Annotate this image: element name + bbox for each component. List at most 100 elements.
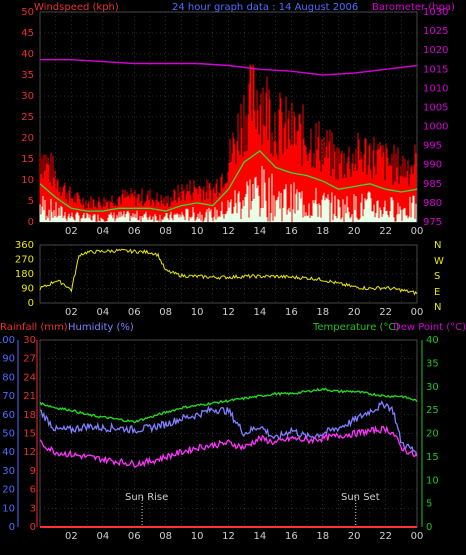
y-tick-rain: 6 [30, 485, 36, 496]
x-tick-label: 04 [96, 226, 109, 237]
y-tick-wind: 30 [21, 91, 34, 102]
x-tick-label: 04 [96, 531, 109, 542]
x-tick-label: 16 [285, 531, 298, 542]
y-tick-humidity: 70 [2, 391, 15, 402]
y2-tick-baro: 985 [423, 179, 442, 190]
y-tick-direction: 180 [15, 269, 34, 280]
x-tick-label: 22 [379, 531, 392, 542]
x-tick-label: 10 [191, 307, 204, 318]
y2-tick-baro: 1005 [423, 102, 448, 113]
y-tick-humidity: 40 [2, 447, 15, 458]
y-tick-wind: 50 [21, 7, 34, 18]
y2-tick-baro: 995 [423, 141, 442, 152]
y-tick-wind: 10 [21, 175, 34, 186]
x-tick-label: 14 [254, 307, 267, 318]
x-tick-label: 14 [254, 226, 267, 237]
y-tick-humidity: 20 [2, 485, 15, 496]
y2-tick-temperature: 20 [426, 429, 439, 440]
y-tick-humidity: 60 [2, 410, 15, 421]
y-tick-rain: 0 [30, 522, 36, 533]
y2-tick-temperature: 40 [426, 335, 439, 346]
x-tick-label: 06 [128, 307, 141, 318]
y-tick-humidity: 0 [9, 522, 15, 533]
y2-tick-baro: 990 [423, 160, 442, 171]
barometer-axis-title: Barometer (hpa) [372, 2, 455, 13]
chart-title: 24 hour graph data : 14 August 2006 [172, 2, 358, 13]
x-tick-label: 20 [348, 307, 361, 318]
y-tick-rain: 21 [23, 391, 36, 402]
x-tick-label: 12 [222, 226, 235, 237]
dewpoint-line [39, 425, 418, 468]
x-tick-label: 16 [285, 307, 298, 318]
y2-tick-baro: 1000 [423, 122, 448, 133]
wind-direction-line [39, 248, 418, 296]
y-tick-rain: 12 [23, 447, 36, 458]
y-tick-rain: 15 [23, 429, 36, 440]
x-tick-label: 22 [379, 226, 392, 237]
y-tick-rain: 9 [30, 466, 36, 477]
data-series [39, 59, 418, 528]
y-tick-humidity: 90 [2, 354, 15, 365]
y-tick-humidity: 80 [2, 372, 15, 383]
barometer-line [40, 59, 418, 76]
y-tick-direction: 0 [28, 298, 34, 309]
y2-tick-baro: 980 [423, 198, 442, 209]
x-tick-label: 18 [316, 307, 329, 318]
y-tick-wind: 15 [21, 154, 34, 165]
y-tick-wind: 20 [21, 133, 34, 144]
y-tick-rain: 3 [30, 503, 36, 514]
x-tick-label: 18 [316, 531, 329, 542]
x-tick-label: 06 [128, 531, 141, 542]
y2-tick-temperature: 30 [426, 382, 439, 393]
y-tick-humidity: 50 [2, 429, 15, 440]
y-tick-rain: 24 [23, 372, 36, 383]
y2-tick-temperature: 10 [426, 475, 439, 486]
y2-tick-baro: 975 [423, 217, 442, 228]
x-tick-label: 00 [411, 531, 424, 542]
y-tick-humidity: 30 [2, 466, 15, 477]
x-tick-label: 18 [316, 226, 329, 237]
y2-tick-temperature: 15 [426, 452, 439, 463]
gridlines [17, 11, 423, 528]
y-tick-humidity: 100 [0, 335, 15, 346]
sunset-label: Sun Set [341, 492, 380, 503]
x-tick-label: 10 [191, 226, 204, 237]
temperature-line [39, 387, 418, 424]
y-tick-rain: 30 [23, 335, 36, 346]
x-tick-label: 20 [348, 226, 361, 237]
x-tick-label: 02 [65, 226, 78, 237]
y-tick-wind: 5 [28, 196, 34, 207]
y-tick-wind: 40 [21, 49, 34, 60]
y-tick-rain: 27 [23, 354, 36, 365]
humidity-axis-title: Humidity (%) [68, 322, 134, 333]
y-tick-wind: 25 [21, 112, 34, 123]
y-tick-direction: 90 [21, 284, 34, 295]
y-tick-wind: 45 [21, 28, 34, 39]
compass-n-top: N [434, 240, 441, 251]
x-tick-label: 04 [96, 307, 109, 318]
y-tick-humidity: 10 [2, 503, 15, 514]
x-tick-label: 10 [191, 531, 204, 542]
y-tick-rain: 18 [23, 410, 36, 421]
y2-tick-temperature: 0 [426, 522, 432, 533]
y2-tick-temperature: 35 [426, 358, 439, 369]
y2-tick-baro: 1015 [423, 64, 448, 75]
y-tick-wind: 0 [28, 217, 34, 228]
x-tick-label: 22 [379, 307, 392, 318]
compass-w: W [434, 256, 444, 267]
y2-tick-baro: 1020 [423, 45, 448, 56]
x-tick-label: 08 [159, 531, 172, 542]
rainfall-axis-title: Rainfall (mm) [0, 322, 68, 333]
windspeed-axis-title: Windspeed (kph) [34, 2, 119, 13]
x-tick-label: 02 [65, 307, 78, 318]
y2-tick-baro: 1025 [423, 26, 448, 37]
x-tick-label: 14 [254, 531, 267, 542]
sunrise-label: Sun Rise [125, 492, 168, 503]
x-tick-label: 00 [411, 226, 424, 237]
dewpoint-axis-title: Dew Point (°C) [393, 322, 466, 333]
compass-e: E [434, 287, 440, 298]
compass-n-bottom: N [434, 302, 441, 313]
compass-s: S [434, 271, 440, 282]
